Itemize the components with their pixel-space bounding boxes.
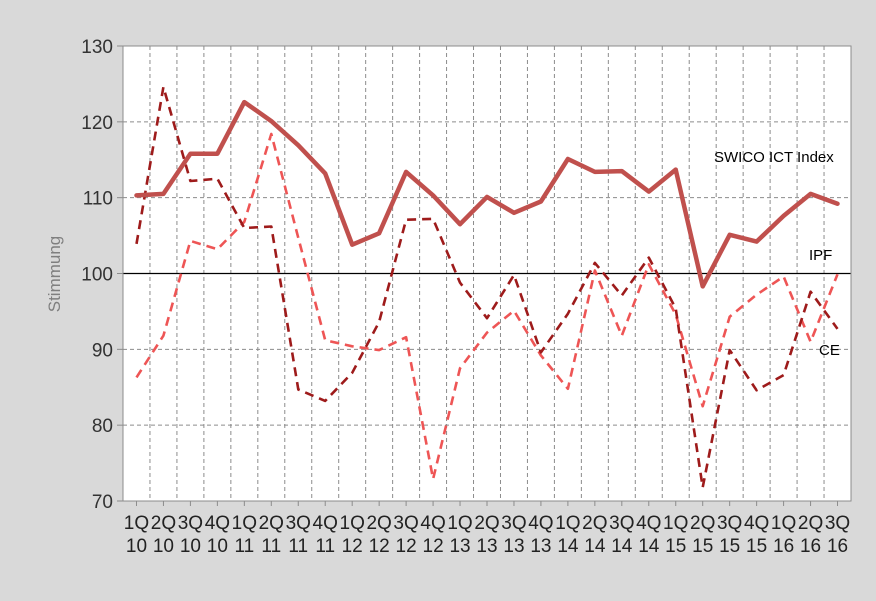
x-tick-label-quarter: 4Q (420, 513, 445, 534)
series-line-swico-ict-index (134, 99, 840, 289)
x-tick-label-year: 12 (423, 536, 444, 557)
x-tick-label-quarter: 3Q (393, 513, 418, 534)
x-tick-label-year: 15 (746, 536, 767, 557)
x-tick-label-year: 10 (126, 536, 147, 557)
series-line-ipf (135, 85, 839, 489)
x-tick-label-year: 11 (261, 536, 281, 557)
x-tick-label-quarter: 3Q (825, 513, 850, 534)
y-tick-label: 120 (81, 113, 113, 134)
x-tick-label-year: 10 (153, 536, 174, 557)
series-line-ce (135, 132, 839, 481)
y-tick-label: 80 (92, 416, 113, 437)
x-tick-label-year: 16 (827, 536, 848, 557)
x-tick-label-quarter: 2Q (366, 513, 391, 534)
x-tick-label-year: 11 (234, 536, 254, 557)
x-tick-label-quarter: 4Q (528, 513, 553, 534)
x-tick-label-year: 13 (476, 536, 497, 557)
x-tick-label-quarter: 3Q (501, 513, 526, 534)
series-label-layer: SWICO ICT Index IPF CE (714, 149, 840, 359)
x-tick-label-year: 10 (207, 536, 228, 557)
x-tick-label-year: 12 (396, 536, 417, 557)
x-tick-label-year: 14 (557, 536, 579, 557)
x-tick-label-year: 11 (315, 536, 335, 557)
x-tick-label-year: 13 (530, 536, 551, 557)
x-tick-label-year: 12 (369, 536, 390, 557)
x-tick-label-year: 15 (719, 536, 740, 557)
x-tick-label-quarter: 4Q (636, 513, 661, 534)
x-tick-label-quarter: 3Q (286, 513, 311, 534)
x-tick-label-year: 16 (773, 536, 794, 557)
x-tick-label-quarter: 2Q (690, 513, 715, 534)
x-tick-label-year: 13 (449, 536, 470, 557)
y-axis-label: Stimmung (45, 236, 64, 313)
series-label-ipf: IPF (809, 247, 832, 264)
y-tick-label: 90 (92, 340, 113, 361)
x-tick-label-year: 13 (503, 536, 524, 557)
x-tick-label-year: 10 (180, 536, 201, 557)
x-tick-label-year: 14 (584, 536, 606, 557)
x-tick-label-quarter: 1Q (663, 513, 688, 534)
x-tick-label-year: 11 (288, 536, 308, 557)
x-tick-label-quarter: 1Q (447, 513, 472, 534)
x-tick-label-year: 15 (665, 536, 686, 557)
x-tick-label-quarter: 1Q (771, 513, 796, 534)
x-tick-label-year: 15 (692, 536, 713, 557)
series-layer (134, 85, 840, 489)
x-tick-label-quarter: 1Q (124, 513, 149, 534)
axis-layer: 7080901001101201301Q102Q103Q104Q101Q112Q… (81, 37, 852, 557)
x-tick-label-quarter: 1Q (340, 513, 365, 534)
x-tick-label-quarter: 2Q (798, 513, 823, 534)
y-tick-label: 110 (83, 189, 113, 210)
x-tick-label-quarter: 2Q (474, 513, 499, 534)
x-tick-label-quarter: 2Q (151, 513, 176, 534)
x-tick-label-year: 14 (611, 536, 633, 557)
x-tick-label-year: 14 (638, 536, 660, 557)
x-tick-label-quarter: 3Q (717, 513, 742, 534)
y-tick-label: 70 (92, 492, 113, 513)
x-tick-label-quarter: 1Q (232, 513, 257, 534)
x-tick-label-quarter: 2Q (582, 513, 607, 534)
y-tick-label: 100 (81, 265, 113, 286)
x-tick-label-quarter: 4Q (744, 513, 769, 534)
y-tick-label: 130 (81, 37, 113, 58)
x-tick-label-year: 16 (800, 536, 821, 557)
x-tick-label-quarter: 2Q (259, 513, 284, 534)
x-tick-label-quarter: 1Q (555, 513, 580, 534)
series-label-swico: SWICO ICT Index (714, 149, 834, 166)
series-label-ce: CE (819, 342, 840, 359)
x-tick-label-quarter: 4Q (205, 513, 230, 534)
x-tick-label-year: 12 (342, 536, 363, 557)
x-tick-label-quarter: 3Q (178, 513, 203, 534)
x-tick-label-quarter: 4Q (313, 513, 338, 534)
x-tick-label-quarter: 3Q (609, 513, 634, 534)
